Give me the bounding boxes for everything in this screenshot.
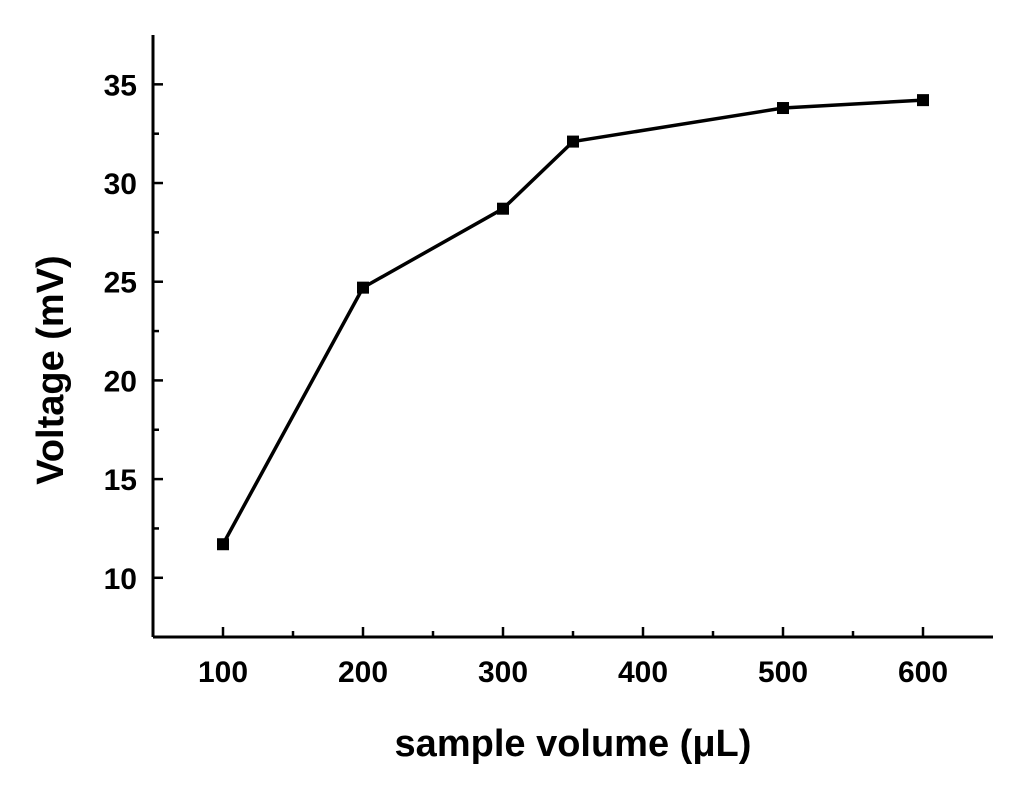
y-tick-label: 15 (104, 464, 137, 497)
y-tick-label: 35 (104, 69, 137, 102)
series (217, 94, 929, 551)
data-point-marker (777, 102, 789, 115)
data-point-marker (217, 538, 229, 551)
y-tick-label: 25 (104, 267, 137, 300)
x-tick-label: 600 (898, 656, 948, 689)
x-tick-label: 300 (478, 656, 528, 689)
data-point-marker (917, 94, 929, 107)
y-tick-label: 30 (104, 168, 137, 201)
y-axis-title: Voltage (mV) (30, 255, 72, 484)
axes (151, 35, 993, 639)
series-line (221, 98, 924, 546)
x-tick-label: 200 (338, 656, 388, 689)
x-tick-label: 400 (618, 656, 668, 689)
data-point-marker (567, 135, 579, 148)
x-tick-label: 100 (198, 656, 248, 689)
x-axis-title: sample volume (μL) (395, 723, 752, 765)
x-tick-label: 500 (758, 656, 808, 689)
y-tick-label: 10 (104, 563, 137, 596)
data-point-marker (357, 281, 369, 294)
x-ticks: 100 200 300 400 500 600 (198, 627, 948, 689)
data-point-marker (497, 202, 509, 215)
y-ticks: 10 15 20 25 30 35 (104, 69, 163, 596)
y-tick-label: 20 (104, 365, 137, 398)
